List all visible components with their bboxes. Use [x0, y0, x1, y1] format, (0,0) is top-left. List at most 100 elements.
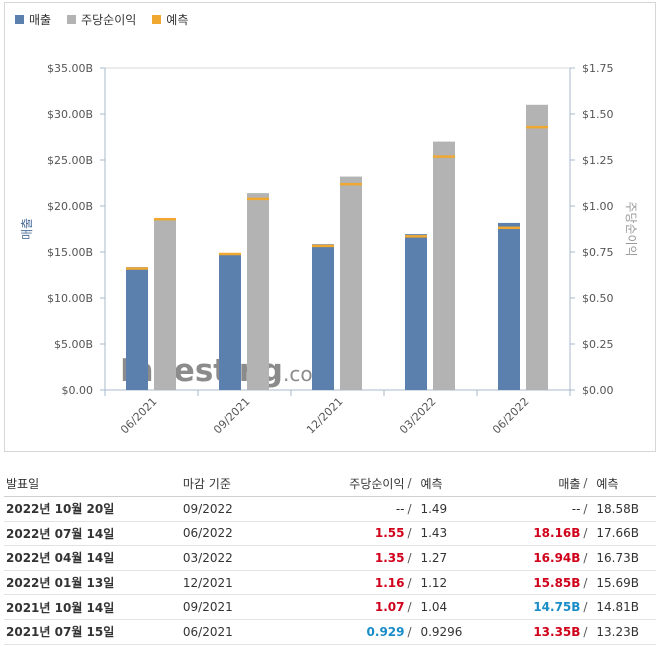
eps-forecast-cell: 1.12 [420, 575, 448, 590]
y-tick-label-right: $0.75 [582, 246, 614, 259]
eps-forecast-cell: 1.49 [420, 501, 448, 516]
date-cell: 2022년 10월 20일 [6, 502, 115, 517]
revenue-cell: 15.85B [533, 575, 581, 590]
header-revenue-forecast[interactable]: 예측 [596, 476, 619, 491]
date-cell: 2022년 07월 14일 [6, 526, 115, 541]
revenue-cell: 14.75B [533, 600, 581, 615]
revenue-forecast-cell: 18.58B [596, 501, 639, 516]
revenue-forecast-cell: 17.66B [596, 526, 639, 541]
eps-forecast-cell: 1.04 [420, 600, 448, 615]
eps-bar [247, 193, 269, 390]
sep-cell: / [583, 600, 588, 615]
x-tick-label: 09/2021 [211, 395, 253, 437]
eps-forecast-cell: 1.27 [420, 550, 448, 565]
header-period[interactable]: 마감 기준 [182, 476, 231, 491]
date-cell: 2021년 07월 15일 [6, 625, 115, 640]
date-cell: 2022년 01월 13일 [6, 576, 115, 591]
date-cell: 2022년 04월 14일 [6, 551, 115, 566]
sep-cell: / [407, 550, 412, 565]
date-cell: 2021년 10월 14일 [6, 600, 115, 615]
revenue-cell: 16.94B [533, 550, 581, 565]
revenue-forecast-mark [126, 267, 148, 270]
period-cell: 06/2022 [182, 526, 233, 541]
eps-cell: -- [395, 501, 405, 516]
revenue-bar [219, 254, 241, 390]
table-body: 2022년 10월 20일 09/2022 --/1.49 --/18.58B 2022… [4, 497, 656, 645]
legend-label-revenue: 매출 [29, 13, 52, 27]
revenue-forecast-mark [498, 226, 520, 230]
eps-forecast-mark [526, 125, 548, 129]
sep-cell: / [407, 501, 412, 516]
legend-item-forecast[interactable]: 예측 [152, 11, 188, 28]
eps-bar [154, 219, 176, 390]
earnings-table: 발표일 마감 기준 주당순이익 / 예측 매출 / 예측 2022년 10월 2… [4, 470, 656, 645]
header-eps[interactable]: 주당순이익 [349, 476, 405, 491]
chart-legend: 매출 주당순이익 예측 [15, 11, 188, 28]
y-tick-label-right: $1.50 [582, 108, 614, 121]
revenue-forecast-cell: 16.73B [596, 550, 639, 565]
y-tick-label-right: $0.00 [582, 384, 614, 397]
y-tick-label-right: $1.00 [582, 200, 614, 213]
revenue-forecast-mark [312, 244, 334, 248]
y-axis-title-right: 주당순이익 [624, 201, 638, 256]
eps-bar [340, 176, 362, 390]
y-tick-label-left: $35.00B [47, 62, 93, 75]
eps-forecast-mark [340, 182, 362, 186]
eps-forecast-cell: 1.43 [420, 526, 448, 541]
revenue-cell: 18.16B [533, 526, 581, 541]
y-tick-label-right: $1.75 [582, 62, 614, 75]
eps-cell: 1.07 [374, 600, 405, 615]
table-row: 2022년 01월 13일 12/2021 1.16/1.12 15.85B/15.6… [4, 571, 656, 596]
revenue-forecast-cell: 14.81B [596, 600, 639, 615]
y-axis-title-left: 매출 [20, 218, 34, 240]
y-tick-label-left: $15.00B [47, 246, 93, 259]
legend-label-forecast: 예측 [166, 13, 189, 27]
revenue-bar [312, 244, 334, 390]
sep-cell: / [407, 526, 412, 541]
header-date[interactable]: 발표일 [6, 476, 40, 491]
header-revenue[interactable]: 매출 [558, 476, 581, 491]
revenue-cell: 13.35B [533, 624, 581, 639]
sep-cell: / [583, 624, 588, 639]
y-tick-label-left: $0.00 [62, 384, 94, 397]
header-sep: / [583, 476, 588, 490]
header-eps-forecast[interactable]: 예측 [420, 476, 443, 491]
eps-cell: 1.55 [374, 526, 405, 541]
revenue-bar [405, 234, 427, 390]
table-row: 2022년 10월 20일 09/2022 --/1.49 --/18.58B [4, 497, 656, 522]
eps-forecast-cell: 0.9296 [420, 624, 463, 639]
eps-cell: 0.929 [366, 624, 405, 639]
period-cell: 09/2022 [182, 501, 233, 516]
revenue-forecast-cell: 13.23B [596, 624, 639, 639]
sep-cell: / [407, 575, 412, 590]
legend-swatch-revenue [15, 15, 24, 24]
revenue-cell: -- [571, 501, 581, 516]
revenue-forecast-cell: 15.69B [596, 575, 639, 590]
legend-item-eps[interactable]: 주당순이익 [67, 11, 136, 28]
eps-bar [433, 141, 455, 390]
table-row: 2022년 04월 14일 03/2022 1.35/1.27 16.94B/16.7… [4, 546, 656, 571]
sep-cell: / [583, 575, 588, 590]
revenue-forecast-mark [405, 235, 427, 238]
y-tick-label-left: $10.00B [47, 292, 93, 305]
period-cell: 12/2021 [182, 575, 233, 590]
eps-bar [526, 104, 548, 391]
eps-cell: 1.35 [374, 550, 405, 565]
revenue-bar [498, 222, 520, 390]
table-header-row: 발표일 마감 기준 주당순이익 / 예측 매출 / 예측 [4, 470, 656, 497]
sep-cell: / [407, 600, 412, 615]
sep-cell: / [583, 550, 588, 565]
x-tick-label: 12/2021 [304, 395, 346, 437]
y-tick-label-left: $30.00B [47, 108, 93, 121]
legend-swatch-forecast [152, 15, 162, 24]
period-cell: 06/2021 [182, 624, 233, 639]
y-tick-label-right: $0.25 [582, 338, 614, 351]
legend-item-revenue[interactable]: 매출 [15, 11, 51, 28]
period-cell: 03/2022 [182, 550, 233, 565]
eps-forecast-mark [433, 155, 455, 158]
legend-swatch-eps [67, 15, 77, 24]
sep-cell: / [583, 501, 588, 516]
eps-forecast-mark [154, 217, 176, 221]
x-tick-label: 06/2021 [118, 395, 160, 437]
y-tick-label-right: $1.25 [582, 154, 614, 167]
